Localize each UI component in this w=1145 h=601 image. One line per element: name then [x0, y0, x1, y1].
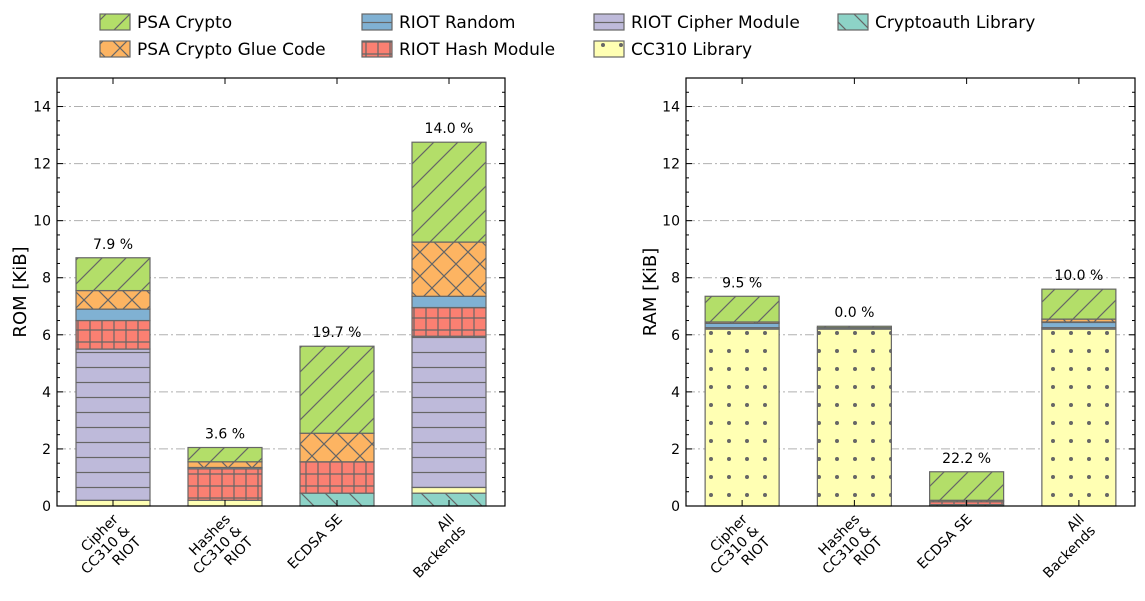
rom-chart: 7.9 % 3.6 % 19.7 % 14.0 % 0 2 4 6 8 10 12 14 CipherC… — [10, 77, 506, 589]
rom-percent-label: 19.7 % — [313, 325, 362, 341]
legend-label-riot-hash-module: RIOT Hash Module — [399, 40, 555, 60]
rom-bar-riot-hash-module — [299, 461, 375, 494]
rom-bar-riot-cipher-module — [411, 335, 487, 489]
legend-label-riot-cipher-module: RIOT Cipher Module — [631, 13, 800, 33]
rom-ytick-label: 12 — [33, 157, 51, 173]
legend-item-cryptoauth-library: Cryptoauth Library — [837, 13, 1035, 33]
ram-ytick-label: 12 — [662, 157, 680, 173]
rom-bar-cc310-library — [411, 486, 487, 494]
legend-item-psa-crypto: PSA Crypto — [99, 13, 232, 33]
ram-category-label: ECDSA SE — [914, 512, 975, 573]
rom-category-label: HashesCC310 &RIOT — [179, 511, 257, 589]
ram-bar-psa-crypto — [816, 325, 892, 329]
ram-category-label: CipherCC310 &RIOT — [696, 511, 774, 589]
ram-bar-cc310-library — [1041, 328, 1117, 507]
legend-label-cryptoauth-library: Cryptoauth Library — [875, 13, 1035, 33]
rom-bar-psa-crypto-glue-code — [411, 241, 487, 297]
rom-ytick-label: 6 — [42, 328, 51, 344]
rom-bar-group-3: 14.0 % — [411, 121, 487, 507]
ram-y-axis-label: RAM [KiB] — [640, 248, 661, 337]
rom-category-label: ECDSA SE — [285, 512, 346, 573]
rom-ytick-label: 14 — [33, 100, 51, 116]
legend-item-riot-random: RIOT Random — [361, 13, 515, 33]
rom-bar-riot-hash-module — [187, 468, 263, 501]
ram-category-label: HashesCC310 &RIOT — [808, 511, 886, 589]
rom-percent-label: 3.6 % — [205, 427, 245, 443]
ram-percent-label: 10.0 % — [1054, 268, 1103, 284]
ram-ytick-label: 4 — [671, 385, 680, 401]
rom-bar-psa-crypto — [187, 446, 263, 463]
legend-label-cc310-library: CC310 Library — [631, 40, 752, 60]
rom-bar-psa-crypto-glue-code — [299, 432, 375, 463]
ram-ytick-label: 14 — [662, 100, 680, 116]
legend-swatch-riot-random — [361, 13, 393, 31]
rom-bar-psa-crypto — [75, 257, 151, 292]
legend: PSA Crypto PSA Crypto Glue Code RIOT Rando… — [99, 13, 1035, 60]
rom-category-label: AllBackends — [399, 512, 469, 582]
legend-item-cc310-library: CC310 Library — [593, 40, 752, 60]
ram-ytick-label: 10 — [662, 214, 680, 230]
ram-bar-group-0: 9.5 % — [704, 275, 780, 507]
rom-bar-riot-hash-module — [75, 319, 151, 350]
rom-percent-label: 14.0 % — [425, 121, 474, 137]
ram-bar-riot-random — [704, 322, 780, 329]
ram-bar-group-1: 0.0 % — [816, 305, 892, 507]
rom-bar-psa-crypto-glue-code — [187, 461, 263, 469]
rom-y-axis-label: ROM [KiB] — [10, 246, 31, 337]
legend-swatch-riot-hash-module — [361, 40, 393, 58]
rom-ytick-label: 4 — [42, 385, 51, 401]
rom-ytick-label: 2 — [42, 442, 51, 458]
rom-bar-group-0: 7.9 % — [75, 237, 151, 507]
rom-bar-riot-random — [75, 308, 151, 322]
ram-ytick-label: 6 — [671, 328, 680, 344]
ram-bar-riot-random — [1041, 321, 1117, 329]
legend-swatch-psa-crypto — [99, 13, 131, 31]
ram-ytick-label: 8 — [671, 271, 680, 287]
rom-ytick-label: 10 — [33, 214, 51, 230]
ram-bar-group-2: 22.2 % — [929, 451, 1005, 507]
rom-bar-psa-crypto — [411, 141, 487, 243]
ram-bar-psa-crypto — [1041, 288, 1117, 320]
legend-swatch-cryptoauth-library — [837, 13, 869, 31]
legend-item-riot-cipher-module: RIOT Cipher Module — [593, 13, 800, 33]
legend-swatch-psa-crypto-glue-code — [99, 40, 131, 58]
legend-swatch-riot-cipher-module — [593, 13, 625, 31]
legend-swatch-cc310-library — [593, 40, 625, 58]
rom-bar-riot-cipher-module — [75, 348, 151, 501]
rom-bar-riot-hash-module — [411, 307, 487, 337]
ram-chart: 9.5 % 0.0 % 22.2 % 10.0 % 0 2 4 6 8 10 12 14 CipherC… — [640, 77, 1136, 589]
rom-percent-label: 7.9 % — [93, 237, 133, 253]
ram-ytick-label: 0 — [671, 499, 680, 515]
rom-bar-group-2: 19.7 % — [299, 325, 375, 507]
rom-ytick-label: 0 — [42, 499, 51, 515]
rom-category-label: CipherCC310 &RIOT — [67, 511, 145, 589]
rom-bar-group-1: 3.6 % — [187, 427, 263, 507]
ram-ytick-label: 2 — [671, 442, 680, 458]
legend-label-psa-crypto-glue-code: PSA Crypto Glue Code — [137, 40, 326, 60]
rom-bar-psa-crypto-glue-code — [75, 289, 151, 310]
legend-item-riot-hash-module: RIOT Hash Module — [361, 40, 555, 60]
ram-percent-label: 0.0 % — [834, 305, 874, 321]
ram-percent-label: 22.2 % — [942, 451, 991, 467]
ram-bar-psa-crypto — [704, 295, 780, 323]
ram-bar-cc310-library — [816, 328, 892, 507]
ram-category-label: AllBackends — [1029, 512, 1099, 582]
legend-label-psa-crypto: PSA Crypto — [137, 13, 232, 33]
ram-bar-group-3: 10.0 % — [1041, 268, 1117, 507]
ram-percent-label: 9.5 % — [722, 275, 762, 291]
legend-item-psa-crypto-glue-code: PSA Crypto Glue Code — [99, 40, 326, 60]
ram-bar-cc310-library — [704, 328, 780, 507]
rom-ytick-label: 8 — [42, 271, 51, 287]
legend-label-riot-random: RIOT Random — [399, 13, 515, 33]
rom-bar-riot-random — [411, 295, 487, 309]
ram-bar-psa-crypto — [929, 471, 1005, 501]
rom-bar-psa-crypto — [299, 345, 375, 434]
